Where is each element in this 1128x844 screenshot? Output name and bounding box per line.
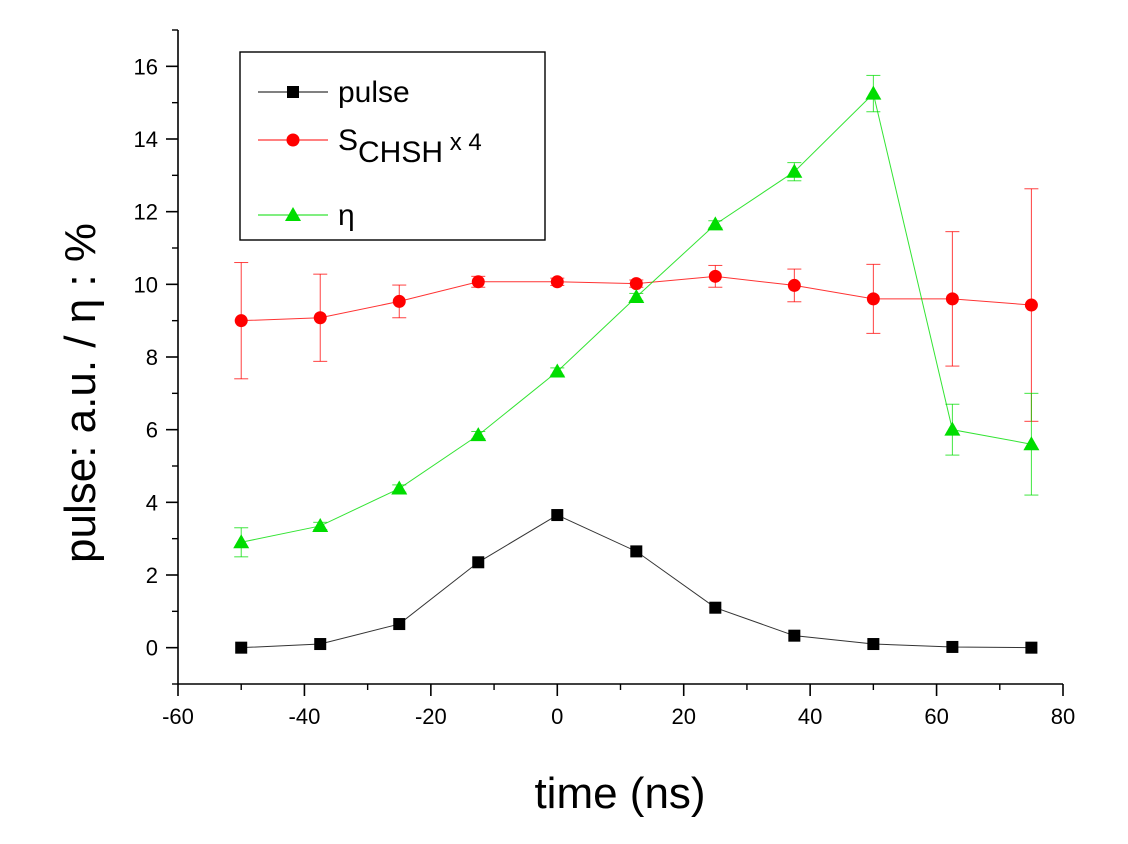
legend-item-pulse: pulse [258, 76, 410, 109]
data-point [391, 480, 408, 495]
series-layer [233, 74, 1040, 654]
data-point [944, 421, 961, 436]
x-tick-label: -60 [162, 704, 194, 729]
x-tick-label: -40 [289, 704, 321, 729]
data-point [786, 163, 803, 178]
data-point [1025, 641, 1038, 654]
data-point [472, 556, 485, 569]
legend-label-main: η [338, 199, 355, 232]
data-point [314, 638, 327, 651]
data-point [235, 641, 248, 654]
data-point [313, 311, 327, 325]
legend-label: pulse [338, 76, 410, 109]
series-line [241, 514, 1032, 649]
data-point [1023, 436, 1040, 451]
y-tick-label: 0 [146, 636, 158, 661]
legend-marker [285, 207, 301, 221]
data-point [866, 292, 880, 306]
x-axis: -60 -40 -20 0 20 40 60 80 [162, 684, 1075, 729]
series-eta [233, 74, 1040, 558]
data-point [628, 289, 645, 304]
y-tick-label: 2 [146, 563, 158, 588]
data-point [630, 545, 643, 558]
series-pulse [235, 509, 1038, 654]
legend-label-subscript: CHSH [358, 136, 443, 169]
legend-label: SCHSH x 4 [338, 124, 482, 169]
data-point [708, 269, 722, 283]
legend-marker [286, 133, 300, 147]
x-tick-label: 80 [1051, 704, 1075, 729]
data-point [312, 517, 329, 532]
y-tick-label: 12 [134, 200, 158, 225]
data-point [867, 638, 880, 651]
data-point [629, 277, 643, 291]
y-tick-label: 4 [146, 490, 158, 515]
data-point [709, 601, 722, 614]
data-point [550, 275, 564, 289]
legend-marker [287, 86, 299, 98]
data-point [1024, 298, 1038, 312]
y-tick-label: 6 [146, 418, 158, 443]
data-point [471, 275, 485, 289]
data-point [865, 85, 882, 100]
data-point [234, 314, 248, 328]
data-point [549, 363, 566, 378]
x-tick-label: 40 [798, 704, 822, 729]
legend-item-eta: η [258, 199, 355, 232]
x-tick-label: -20 [415, 704, 447, 729]
y-axis: 0 2 4 6 8 10 12 14 16 [134, 29, 178, 685]
data-point [787, 278, 801, 292]
x-tick-label: 60 [924, 704, 948, 729]
legend-label-main: S [338, 124, 358, 157]
data-point [946, 640, 959, 653]
data-point [945, 292, 959, 306]
y-tick-label: 10 [134, 272, 158, 297]
data-point [233, 534, 250, 549]
y-tick-label: 8 [146, 345, 158, 370]
data-point [551, 509, 564, 522]
x-axis-title: time (ns) [534, 769, 705, 818]
legend: pulse SCHSH x 4 η [239, 51, 546, 241]
x-tick-label: 0 [551, 704, 563, 729]
legend-label: η [338, 199, 355, 232]
y-tick-label: 14 [134, 127, 158, 152]
legend-item-schsh: SCHSH x 4 [258, 124, 482, 169]
data-point [707, 216, 724, 231]
data-point [392, 294, 406, 308]
x-tick-label: 20 [671, 704, 695, 729]
y-tick-label: 16 [134, 54, 158, 79]
y-axis-title: pulse: a.u. / η : % [56, 223, 105, 563]
series-schsh [234, 188, 1039, 422]
data-point [470, 427, 487, 442]
legend-label-suffix: x 4 [443, 129, 482, 156]
legend-label-main: pulse [338, 76, 410, 109]
data-point [393, 618, 406, 631]
data-point [788, 629, 801, 642]
